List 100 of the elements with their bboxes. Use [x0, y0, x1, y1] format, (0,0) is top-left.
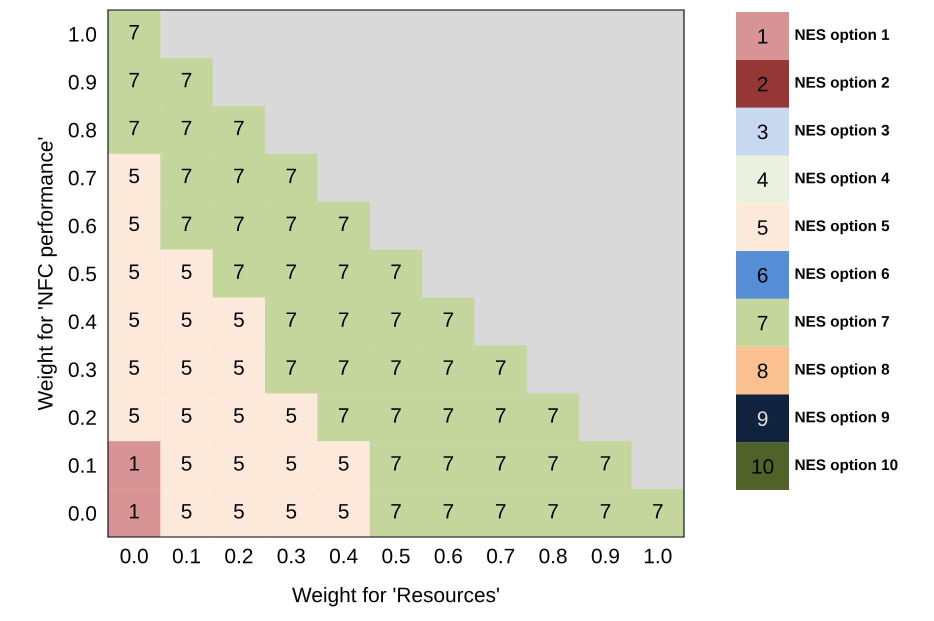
text: NES option 4	[796, 172, 890, 186]
y-tick-label: 0.0	[68, 506, 96, 521]
data-label: 7	[286, 216, 296, 231]
data-label: 7	[548, 456, 558, 471]
text: NES option 7	[796, 316, 889, 330]
x-tick-label: 1.0	[644, 548, 672, 564]
data-label: 7	[338, 360, 348, 375]
data-label: 5	[234, 312, 244, 327]
y-axis-title: Weight for 'NFC performance'	[37, 138, 57, 410]
data-label: 1	[130, 456, 139, 471]
y-tick-label: 0.2	[68, 410, 96, 425]
color-bar-label: 4	[757, 172, 768, 187]
data-label: 5	[182, 408, 192, 423]
text: NES option 3	[796, 124, 890, 139]
data-label: 5	[286, 504, 296, 519]
text: NES option 2	[796, 76, 890, 91]
data-label: 7	[182, 72, 192, 88]
data-label: 5	[129, 408, 140, 423]
data-label: 5	[182, 504, 192, 519]
data-label: 7	[129, 120, 139, 136]
data-label: 5	[234, 456, 244, 471]
y-tick-label: 0.5	[68, 266, 96, 282]
color-bar-label: 2	[758, 76, 768, 92]
data-label: 5	[182, 312, 192, 327]
data-label: 7	[496, 504, 506, 518]
data-label: 7	[391, 408, 401, 423]
x-tick-label: 0.0	[120, 548, 148, 564]
data-label: 7	[129, 72, 139, 88]
x-axis-title: Weight for 'Resources'	[292, 586, 499, 606]
data-label: 7	[548, 504, 558, 518]
x-tick-label: 0.7	[487, 548, 514, 564]
color-bar-label: 9	[758, 411, 768, 426]
data-label: 5	[129, 264, 140, 280]
data-label: 7	[496, 408, 506, 423]
data-label: 5	[129, 216, 140, 232]
y-tick-label: 0.6	[68, 218, 96, 234]
y-tick-label: 0.8	[68, 122, 96, 138]
data-label: 7	[234, 264, 244, 279]
data-label: 7	[391, 504, 401, 518]
data-label: 7	[391, 312, 401, 327]
data-label: 7	[129, 25, 139, 40]
y-tick-label: 0.9	[68, 74, 96, 90]
data-label: 7	[548, 408, 558, 423]
data-label: 7	[234, 168, 244, 184]
data-label: 7	[338, 312, 348, 327]
data-label: 7	[391, 456, 401, 471]
text: NES option 9	[796, 411, 890, 426]
data-label: 7	[653, 504, 663, 518]
text: NES option 5	[796, 220, 890, 234]
data-label: 7	[600, 504, 610, 518]
data-label: 7	[391, 264, 401, 279]
text: NES option 1	[796, 28, 890, 44]
text: NES option 6	[796, 268, 890, 282]
data-label: 5	[182, 360, 192, 375]
y-tick-label: 0.4	[68, 314, 96, 330]
data-label: 7	[182, 120, 192, 136]
data-label: 7	[182, 216, 192, 231]
data-label: 7	[286, 264, 296, 279]
data-label: 7	[182, 168, 192, 184]
data-label: 7	[286, 312, 296, 327]
data-label: 7	[444, 408, 454, 423]
data-label: 7	[338, 216, 348, 231]
data-label: 5	[338, 504, 349, 519]
data-label: 7	[234, 216, 244, 231]
color-bar-label: 10	[752, 459, 774, 474]
x-tick-label: 0.3	[278, 548, 305, 564]
data-label: 7	[234, 120, 244, 136]
x-tick-label: 0.1	[172, 548, 200, 564]
y-tick-label: 0.3	[68, 362, 96, 378]
data-label: 7	[496, 456, 506, 471]
data-label: 5	[182, 264, 192, 280]
color-bar-label: 1	[758, 29, 768, 44]
data-label: 5	[234, 504, 244, 519]
data-label: 7	[286, 360, 296, 375]
color-bar-label: 5	[758, 220, 768, 235]
data-label: 7	[391, 360, 401, 375]
data-label: 5	[129, 360, 140, 375]
color-bar-label: 3	[758, 124, 768, 140]
data-label: 5	[234, 360, 244, 375]
data-label: 5	[286, 456, 296, 471]
color-bar-label: 6	[758, 268, 768, 283]
data-label: 5	[129, 168, 140, 184]
y-tick-label: 0.1	[68, 458, 96, 473]
data-label: 7	[444, 456, 454, 471]
data-label: 7	[338, 408, 348, 423]
data-label: 7	[444, 312, 454, 327]
data-label: 5	[129, 312, 140, 327]
y-tick-label: 1.0	[70, 26, 96, 42]
data-label: 1	[130, 504, 139, 518]
x-tick-label: 0.8	[539, 548, 567, 564]
data-label: 5	[234, 408, 244, 423]
data-label: 5	[182, 456, 192, 471]
data-label: 7	[444, 504, 454, 518]
x-tick-label: 0.9	[592, 548, 619, 564]
y-tick-label: 0.7	[68, 170, 96, 186]
text: NES option 8	[796, 363, 890, 378]
data-label: 7	[600, 456, 610, 471]
x-tick-label: 0.6	[434, 548, 462, 564]
data-label: 5	[286, 408, 296, 423]
data-label: 7	[496, 360, 506, 375]
